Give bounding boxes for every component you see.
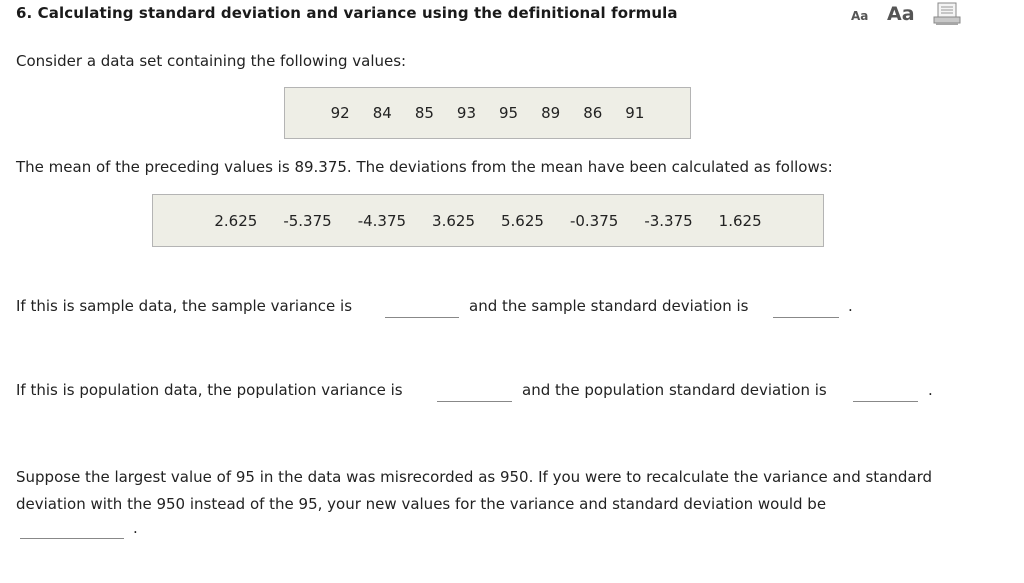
deviation-value: 3.625 [432,211,475,230]
data-value: 86 [583,104,603,122]
deviation-value: 2.625 [214,211,258,230]
deviations-box: 2.625 -5.375 -4.375 3.625 5.625 -0.375 -… [152,194,824,247]
font-size-large-button[interactable]: Aa [887,3,915,25]
data-value: 92 [330,104,350,122]
population-variance-label: If this is population data, the populati… [16,381,403,399]
data-value: 89 [541,104,561,122]
mean-text: The mean of the preceding values is 89.3… [16,158,833,176]
sample-variance-label: If this is sample data, the sample varia… [16,297,353,315]
sample-sd-label: and the sample standard deviation is [469,297,749,315]
sample-sd-input[interactable] [773,299,839,318]
misrecord-effect-dropdown[interactable] [20,521,124,539]
deviation-value: -5.375 [283,211,332,230]
sentence-period: . [928,381,933,399]
deviation-value: 5.625 [501,211,544,230]
data-value: 91 [625,104,645,122]
data-value: 93 [456,104,476,122]
intro-text: Consider a data set containing the follo… [16,52,407,70]
sentence-period: . [848,297,853,315]
population-sd-input[interactable] [853,383,918,402]
question-title: 6. Calculating standard deviation and va… [16,4,678,22]
data-value: 95 [499,104,519,122]
data-values-box: 92 84 85 93 95 89 86 91 [284,87,691,139]
font-size-small-button[interactable]: Aa [851,9,869,23]
printer-icon[interactable] [932,2,962,26]
population-sd-label: and the population standard deviation is [522,381,827,399]
deviation-value: -3.375 [644,211,693,230]
deviation-value: -4.375 [357,211,407,230]
sample-variance-input[interactable] [385,299,459,318]
data-value: 85 [414,104,434,122]
deviation-value: 1.625 [718,211,762,230]
deviation-value: -0.375 [569,211,619,230]
sentence-period: . [133,519,138,537]
population-variance-input[interactable] [437,383,512,402]
data-value: 84 [372,104,392,122]
misrecord-paragraph: Suppose the largest value of 95 in the d… [16,468,933,513]
